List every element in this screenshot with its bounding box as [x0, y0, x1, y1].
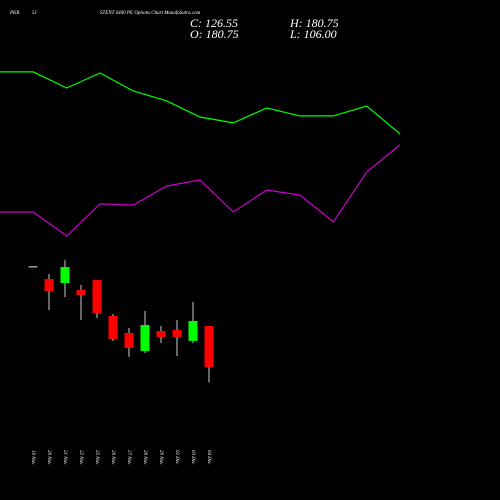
candle-body — [172, 329, 182, 337]
title-part: PKB — [9, 11, 19, 16]
candle-body — [124, 332, 134, 348]
x-tick-label: 22 Nov — [78, 450, 83, 465]
ohlc-high: H: 180.75 — [289, 16, 339, 30]
candle-body — [188, 320, 198, 341]
candle-body — [92, 280, 102, 314]
x-tick-label: 19 Nov — [30, 450, 35, 465]
title-part: STENT 6400 PE Options Chart MunafaSutra.… — [100, 11, 201, 16]
x-tick-label: 04 Dec — [206, 450, 211, 465]
x-tick-label: 20 Nov — [46, 450, 51, 465]
x-tick-label: 03 Dec — [190, 450, 195, 465]
candle-body — [76, 290, 86, 296]
ohlc-low: L: 106.00 — [289, 27, 337, 41]
candle-body — [108, 315, 118, 339]
candle-body — [44, 279, 54, 292]
candle-body — [140, 325, 150, 351]
candle-body — [156, 331, 166, 337]
x-tick-label: 28 Nov — [142, 450, 147, 465]
candle-body — [28, 266, 38, 268]
indicator-line — [0, 71, 401, 135]
x-tick-label: 29 Nov — [158, 450, 163, 465]
x-tick-label: 27 Nov — [126, 450, 131, 465]
ohlc-open: O: 180.75 — [190, 27, 239, 41]
x-tick-label: 21 Nov — [62, 450, 67, 465]
candle-body — [60, 267, 70, 284]
x-tick-label: 02 Dec — [174, 450, 179, 465]
x-tick-label: 25 Nov — [94, 450, 99, 465]
ohlc-close: C: 126.55 — [190, 16, 238, 30]
candle-body — [204, 325, 214, 367]
indicator-line — [0, 144, 401, 237]
title-part: 51 — [32, 11, 37, 16]
x-tick-label: 26 Nov — [110, 450, 115, 465]
